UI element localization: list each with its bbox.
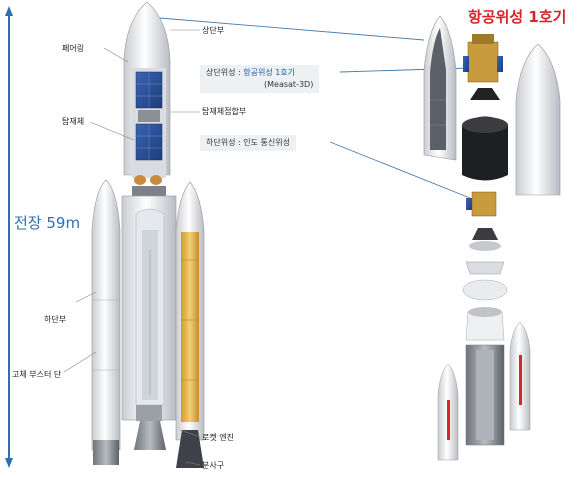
rocket-engine-label: 로켓 엔진 <box>202 433 234 442</box>
page-title: 항공위성 1호기 <box>468 8 567 26</box>
fairing-label: 페어링 <box>62 44 85 53</box>
nozzle-label: 분사구 <box>202 461 225 470</box>
lower-satellite-text: 하단위성 : 인도 통신위성 <box>206 138 290 147</box>
upper-satellite-alias: (Measat-3D) <box>264 80 314 89</box>
payload-label: 탑재체 <box>62 117 85 126</box>
upper-stage-label: 상단부 <box>202 26 225 35</box>
left-leader-lines <box>63 29 201 466</box>
upper-satellite-prefix: 상단위성 : <box>206 68 244 77</box>
solid-booster-label: 고체 부스터 단 <box>12 370 62 379</box>
lower-satellite-callout: 하단위성 : 인도 통신위성 <box>200 135 296 151</box>
left-booster <box>91 179 121 465</box>
upper-satellite-callout: 상단위성 : 항공위성 1호기 (Measat-3D) <box>200 65 320 93</box>
rocket-cutaway <box>91 1 205 468</box>
upper-satellite-name: 항공위성 1호기 <box>243 68 296 77</box>
total-height-label: 전장 59m <box>14 214 81 232</box>
height-arrow <box>5 6 13 468</box>
payload-adapter-label: 탑재체접합부 <box>202 107 247 116</box>
lower-stage-label: 하단부 <box>44 315 67 324</box>
exploded-view <box>423 15 561 461</box>
